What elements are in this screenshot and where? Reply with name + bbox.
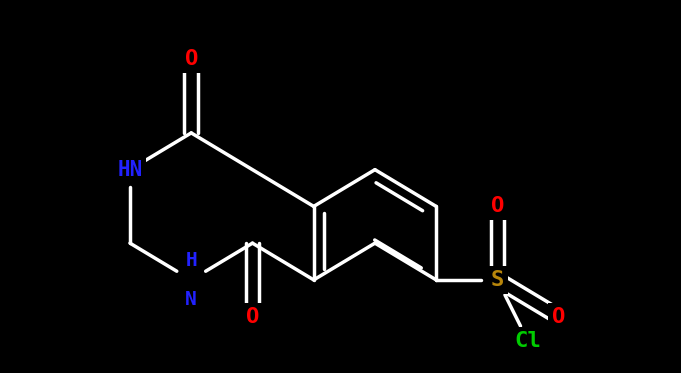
Text: O: O: [246, 307, 259, 327]
Text: O: O: [491, 197, 504, 216]
Text: HN: HN: [117, 160, 142, 180]
Text: N: N: [185, 290, 197, 309]
Text: O: O: [552, 307, 565, 327]
Text: O: O: [185, 50, 198, 69]
Text: H: H: [185, 251, 197, 270]
Text: S: S: [491, 270, 504, 290]
Text: Cl: Cl: [515, 331, 541, 351]
